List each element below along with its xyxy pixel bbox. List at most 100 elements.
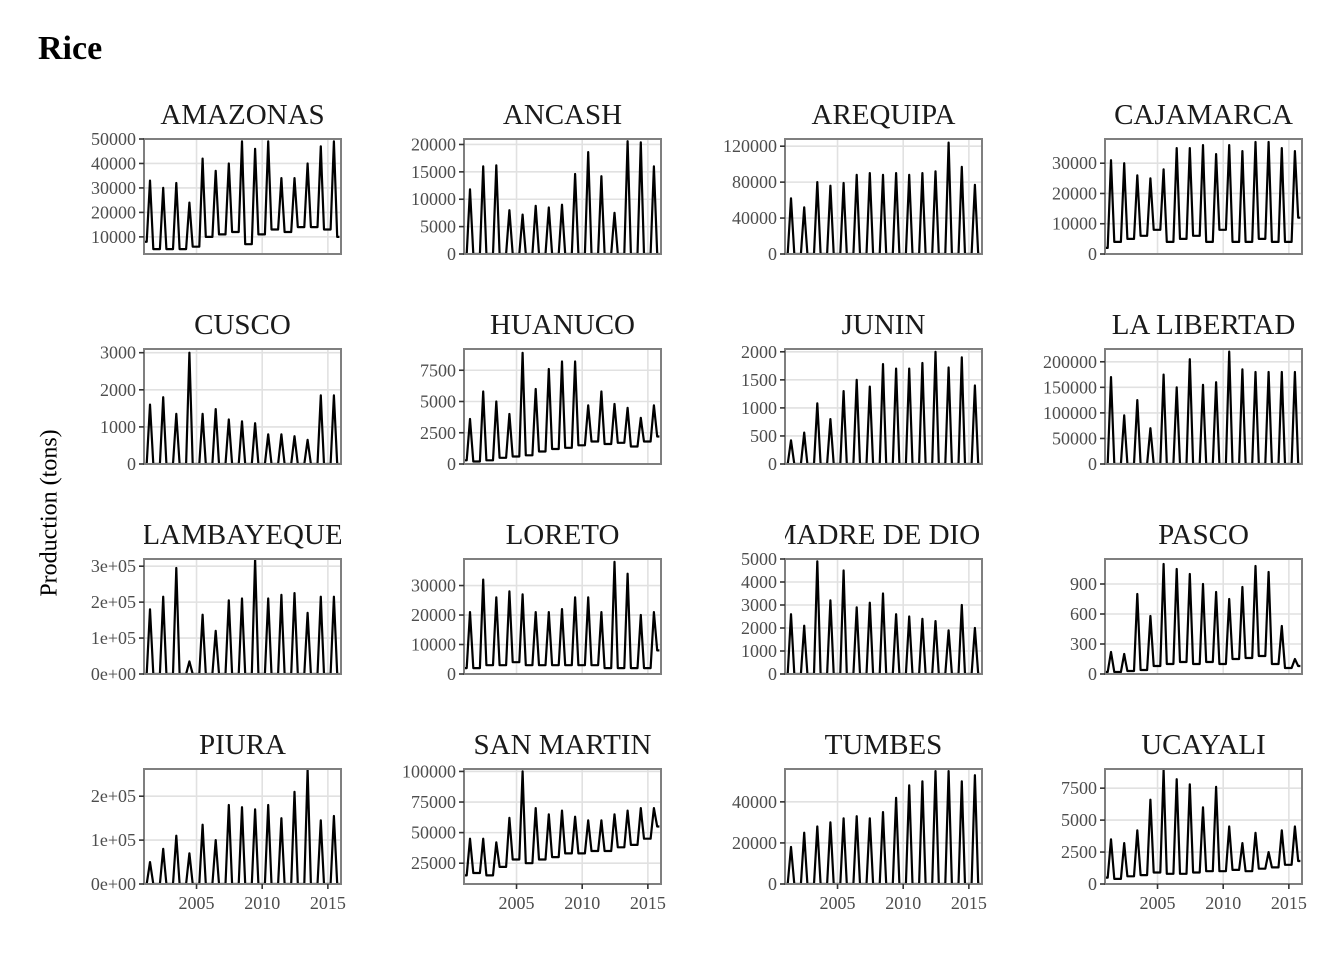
y-tick-label: 7500 [420,360,456,380]
y-tick-label: 40000 [732,208,777,228]
y-tick-label: 10000 [411,189,456,209]
y-tick-label: 150000 [1043,377,1097,397]
panel-border [784,558,983,675]
y-tick-label: 0 [1088,454,1097,474]
panel-border [143,138,342,255]
y-tick-label: 50000 [1052,428,1097,448]
y-tick-label: 900 [1070,574,1097,594]
y-tick-label: 0 [1088,244,1097,264]
panel-border [1104,348,1303,465]
x-tick-label: 2005 [820,893,856,913]
y-tick-label: 2e+05 [91,786,136,806]
facet-label: LA LIBERTAD [1112,309,1296,341]
facet-label: PIURA [199,729,286,761]
series-line [144,351,340,464]
y-tick-label: 5000 [1061,810,1097,830]
x-tick-label: 2010 [885,893,921,913]
y-tick-label: 15000 [411,162,456,182]
y-tick-label: 5000 [420,217,456,237]
panel-border [463,138,662,255]
facet-label: HUANUCO [490,309,635,341]
facet-panel: 10000 20000 30000 40000 50000 AMAZONAS [91,99,342,255]
y-tick-label: 2500 [420,423,456,443]
facet-label: CUSCO [194,309,291,341]
facet-label: UCAYALI [1141,729,1266,761]
facet-label: PASCO [1158,519,1249,551]
y-tick-label: 3000 [100,343,136,363]
panel-border [1104,138,1303,255]
y-tick-label: 50000 [91,129,136,149]
y-tick-label: 0 [447,454,456,474]
panel-border [784,768,983,885]
panel-border [1104,768,1303,885]
series-line [785,560,981,674]
y-tick-label: 20000 [1052,183,1097,203]
y-tick-label: 300 [1070,634,1097,654]
facet-panel: 0 10000 20000 30000 LORETO [411,519,662,684]
y-tick-label: 4000 [741,572,777,592]
y-tick-label: 0 [768,244,777,264]
y-tick-label: 100000 [402,761,456,781]
y-tick-label: 1e+05 [91,830,136,850]
chart-title: Rice [38,30,103,67]
facet-panel: 0 5000 10000 15000 20000 ANCASH [411,99,662,264]
y-tick-label: 50000 [411,823,456,843]
facet-label: SAN MARTIN [474,729,652,761]
series-line [464,770,660,877]
series-line [785,141,981,254]
facet-label: AREQUIPA [812,99,956,131]
y-tick-label: 3000 [741,595,777,615]
series-line [785,770,981,884]
facet-panel: 0 2500 5000 7500 UCAYALI 2005 2010 2015 [1061,729,1307,913]
facet-panel: 0e+00 1e+05 2e+05 3e+05 LAMBAYEQUE [91,519,342,684]
facet-label: JUNIN [842,309,926,341]
y-tick-label: 20000 [411,605,456,625]
series-line [1105,562,1301,674]
y-tick-label: 2e+05 [91,592,136,612]
panel-border [143,768,342,885]
y-tick-label: 75000 [411,792,456,812]
y-tick-label: 1000 [741,398,777,418]
y-tick-label: 25000 [411,853,456,873]
y-tick-label: 20000 [411,134,456,154]
x-tick-label: 2010 [244,893,280,913]
series-line [464,140,660,254]
y-tick-label: 1e+05 [91,628,136,648]
y-tick-label: 30000 [1052,153,1097,173]
panel-border [463,768,662,885]
series-line [1105,140,1301,249]
y-tick-label: 1000 [741,641,777,661]
facet-label: CAJAMARCA [1114,99,1293,131]
y-tick-label: 0 [447,244,456,264]
facet-label: TUMBES [825,729,943,761]
panel-border [463,348,662,465]
y-tick-label: 1000 [100,417,136,437]
y-tick-label: 5000 [420,392,456,412]
y-tick-label: 0e+00 [91,874,136,894]
facet-panel: 0 1000 2000 3000 CUSCO [100,309,342,474]
y-tick-label: 2500 [1061,842,1097,862]
x-tick-label: 2010 [564,893,600,913]
series-line [464,560,660,670]
y-tick-label: 120000 [723,136,777,156]
y-tick-label: 100000 [1043,403,1097,423]
panel-border [463,558,662,675]
y-tick-label: 20000 [732,833,777,853]
series-line [144,140,340,251]
y-tick-label: 2000 [741,342,777,362]
y-tick-label: 200000 [1043,352,1097,372]
facet-panel: 0 20000 40000 TUMBES 2005 2010 2015 [732,729,987,913]
y-tick-label: 1500 [741,370,777,390]
y-tick-label: 2000 [741,618,777,638]
x-tick-label: 2015 [630,893,666,913]
panel-border [784,138,983,255]
facet-label: ANCASH [503,99,622,131]
y-tick-label: 20000 [91,202,136,222]
x-tick-label: 2005 [179,893,215,913]
y-tick-label: 10000 [411,635,456,655]
facet-panel: 0 40000 80000 120000 AREQUIPA [723,99,983,264]
y-tick-label: 10000 [91,227,136,247]
